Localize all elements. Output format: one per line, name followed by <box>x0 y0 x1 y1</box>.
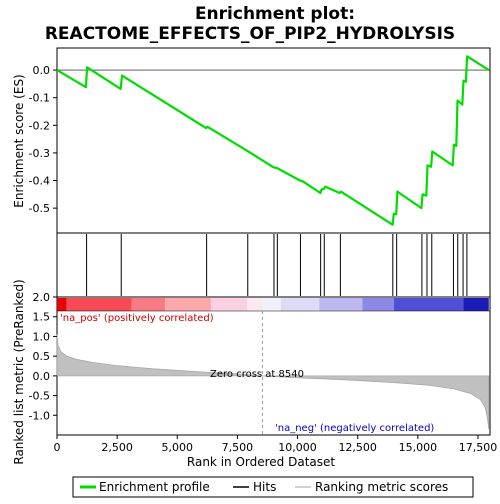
x-tick-label: 5,000 <box>162 441 194 454</box>
rank-color-segment <box>210 298 248 311</box>
legend: Enrichment profile Hits Ranking metric s… <box>72 476 474 498</box>
chart-title-line2: REACTOME_EFFECTS_OF_PIP2_HYDROLYSIS <box>45 24 455 44</box>
rank-y-tick-label: 0.5 <box>33 350 51 363</box>
rank-y-tick-label: 1.5 <box>33 311 51 324</box>
legend-box <box>72 476 474 498</box>
rank-y-tick-label: -1.0 <box>29 409 50 422</box>
positive-correlation-label: 'na_pos' (positively correlated) <box>60 313 214 324</box>
negative-correlation-label: 'na_neg' (negatively correlated) <box>275 423 434 434</box>
rank-y-tick-label: -0.5 <box>29 390 50 403</box>
zero-cross-label: Zero cross at 8540 <box>210 369 304 380</box>
es-y-tick-label: -0.4 <box>29 175 50 188</box>
rank-panel: 2.0 1.5 1.0 0.5 0.0 -0.5 -1.0 'na_pos' (positiv… <box>29 291 498 454</box>
es-y-axis-label: Enrichment score (ES) <box>12 74 26 207</box>
hits-panel <box>56 232 491 298</box>
es-panel: 0.0 -0.1 -0.2 -0.3 -0.4 -0.5 <box>29 47 491 234</box>
enrichment-profile-line <box>56 55 490 226</box>
rank-color-segment <box>362 298 394 311</box>
x-axis-label: Rank in Ordered Dataset <box>187 455 335 469</box>
x-tick-label: 17,500 <box>459 441 498 454</box>
rank-color-segment <box>262 298 281 311</box>
es-y-tick-label: -0.1 <box>29 92 50 105</box>
rank-y-tick-label: 0.0 <box>33 370 51 383</box>
x-tick-label: 10,000 <box>278 441 317 454</box>
x-tick-label: 0 <box>54 441 61 454</box>
x-tick-label: 7,500 <box>222 441 254 454</box>
legend-label-hits: Hits <box>253 480 276 494</box>
rank-color-segment <box>280 298 320 311</box>
es-y-tick-label: -0.5 <box>29 202 50 215</box>
x-tick-label: 12,500 <box>338 441 377 454</box>
rank-color-segment <box>319 298 363 311</box>
legend-label-enrichment: Enrichment profile <box>99 480 210 494</box>
es-y-tick-label: -0.3 <box>29 147 50 160</box>
rank-color-segment <box>66 298 132 311</box>
chart-title-line1: Enrichment plot: <box>195 4 355 24</box>
rank-color-segment <box>131 298 166 311</box>
rank-color-segment <box>463 298 489 311</box>
ranking-metric-area <box>56 334 490 430</box>
x-tick-label: 2,500 <box>101 441 133 454</box>
rank-y-axis-label: Ranked list metric (PreRanked) <box>12 279 26 464</box>
es-y-tick-label: -0.2 <box>29 119 50 132</box>
legend-label-ranking: Ranking metric scores <box>315 480 448 494</box>
es-y-tick-label: 0.0 <box>33 64 51 77</box>
rank-color-segment <box>57 298 67 311</box>
rank-color-segment <box>393 298 464 311</box>
rank-y-tick-label: 2.0 <box>33 291 51 304</box>
rank-y-tick-label: 1.0 <box>33 330 51 343</box>
rank-color-segment <box>247 298 263 311</box>
rank-color-segment <box>165 298 211 311</box>
x-tick-label: 15,000 <box>399 441 438 454</box>
